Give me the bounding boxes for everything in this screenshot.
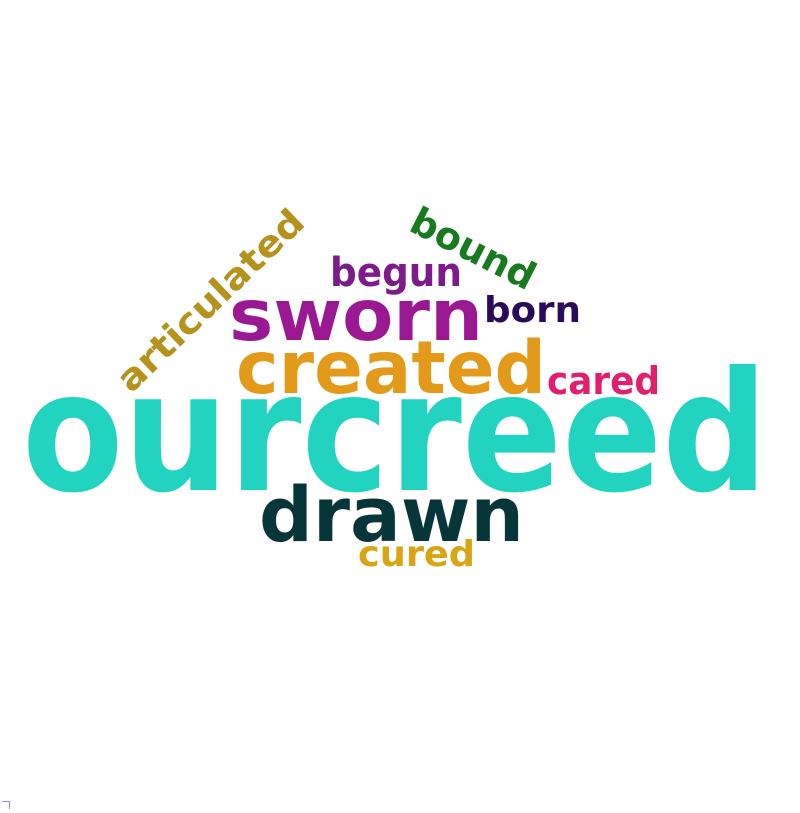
word-cared: cared xyxy=(547,359,660,403)
word-drawn: drawn xyxy=(259,470,524,559)
word-sworn: sworn xyxy=(229,274,483,357)
word-cured: cured xyxy=(358,534,475,575)
word-created: created xyxy=(236,326,546,411)
word-born: born xyxy=(484,290,581,331)
corner-marker xyxy=(2,801,10,809)
word-ourcreed: ourcreed xyxy=(22,337,768,530)
word-begun: begun xyxy=(330,250,462,296)
